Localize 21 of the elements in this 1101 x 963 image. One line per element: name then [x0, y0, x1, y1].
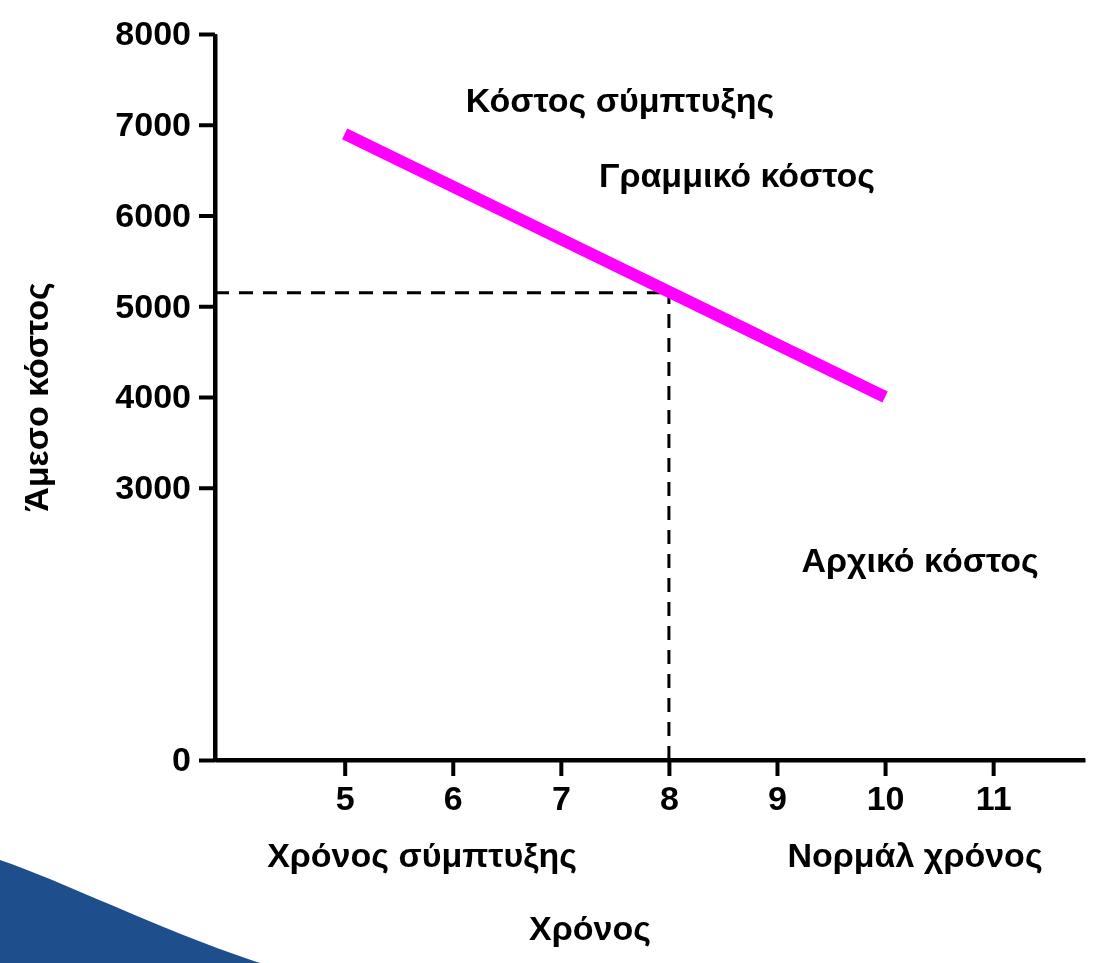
x-tick-label: 10 [866, 779, 905, 818]
x-tick-label: 9 [768, 779, 787, 818]
y-tick-label: 7000 [115, 105, 191, 144]
y-tick-label: 0 [172, 740, 191, 779]
x-tick-label: 5 [335, 779, 355, 818]
y-tick-label: 6000 [115, 195, 191, 234]
annotation: Αρχικό κόστος [801, 540, 1039, 579]
y-tick-label: 4000 [115, 377, 191, 416]
y-tick-label: 8000 [115, 14, 191, 53]
x-tick-label: 6 [443, 779, 463, 818]
y-tick-label: 5000 [115, 286, 191, 325]
x-tick-label: 11 [975, 779, 1012, 818]
x-axis-title: Χρόνος [529, 909, 651, 947]
x-tick-label: 8 [659, 779, 679, 818]
text: Νορμάλ χρόνος [787, 835, 1043, 874]
x-tick-label: 7 [551, 779, 571, 818]
y-tick-label: 3000 [115, 468, 191, 507]
annotation: Γραμμικό κόστος [598, 155, 876, 194]
annotation: Κόστος σύμπτυξης [465, 80, 775, 119]
text: Χρόνος σύμπτυξης [267, 835, 577, 874]
y-axis-title: Άμεσο κόστος [17, 282, 55, 512]
